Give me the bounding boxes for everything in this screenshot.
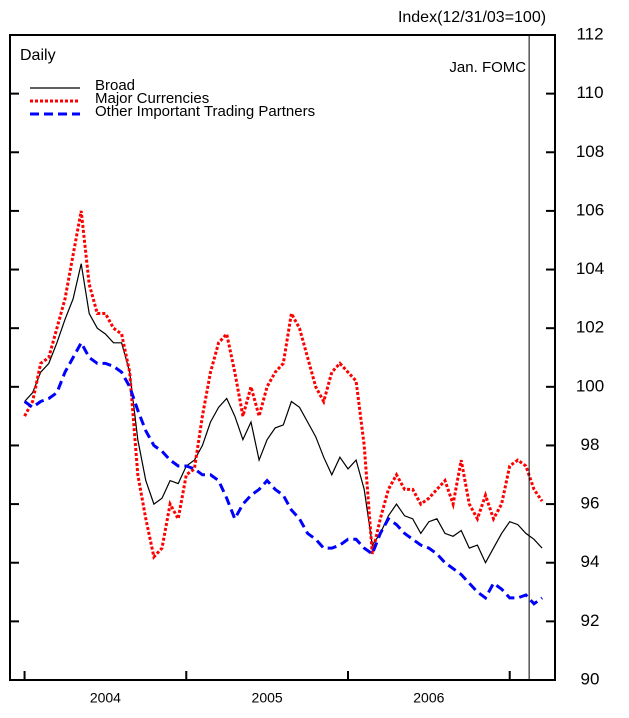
x-tick-label: 2004	[90, 690, 121, 706]
y-tick-label: 98	[581, 435, 600, 454]
y-tick-label: 94	[581, 552, 600, 571]
y-tick-label: 108	[576, 142, 604, 161]
legend-label: Major Currencies	[95, 90, 209, 107]
y-axis-label: Index(12/31/03=100)	[398, 9, 546, 26]
y-tick-label: 110	[576, 83, 603, 102]
subtitle: Daily	[20, 47, 56, 64]
y-tick-label: 96	[581, 494, 600, 513]
series-line	[24, 263, 543, 565]
y-tick-label: 104	[576, 259, 604, 278]
series-line	[23, 210, 544, 561]
y-tick-label: 90	[581, 669, 600, 688]
series-line	[23, 339, 543, 606]
annotation-label: Jan. FOMC	[449, 59, 526, 76]
y-tick-label: 106	[576, 200, 604, 219]
legend-label: Broad	[95, 77, 135, 94]
y-tick-label: 100	[576, 376, 604, 395]
legend-label: Other Important Trading Partners	[95, 103, 315, 120]
x-tick-label: 2005	[252, 690, 283, 706]
x-tick-label: 2006	[413, 690, 444, 706]
y-tick-label: 102	[576, 318, 604, 337]
y-tick-label: 112	[576, 24, 603, 43]
plot-frame	[9, 34, 556, 681]
y-tick-label: 92	[581, 611, 600, 630]
